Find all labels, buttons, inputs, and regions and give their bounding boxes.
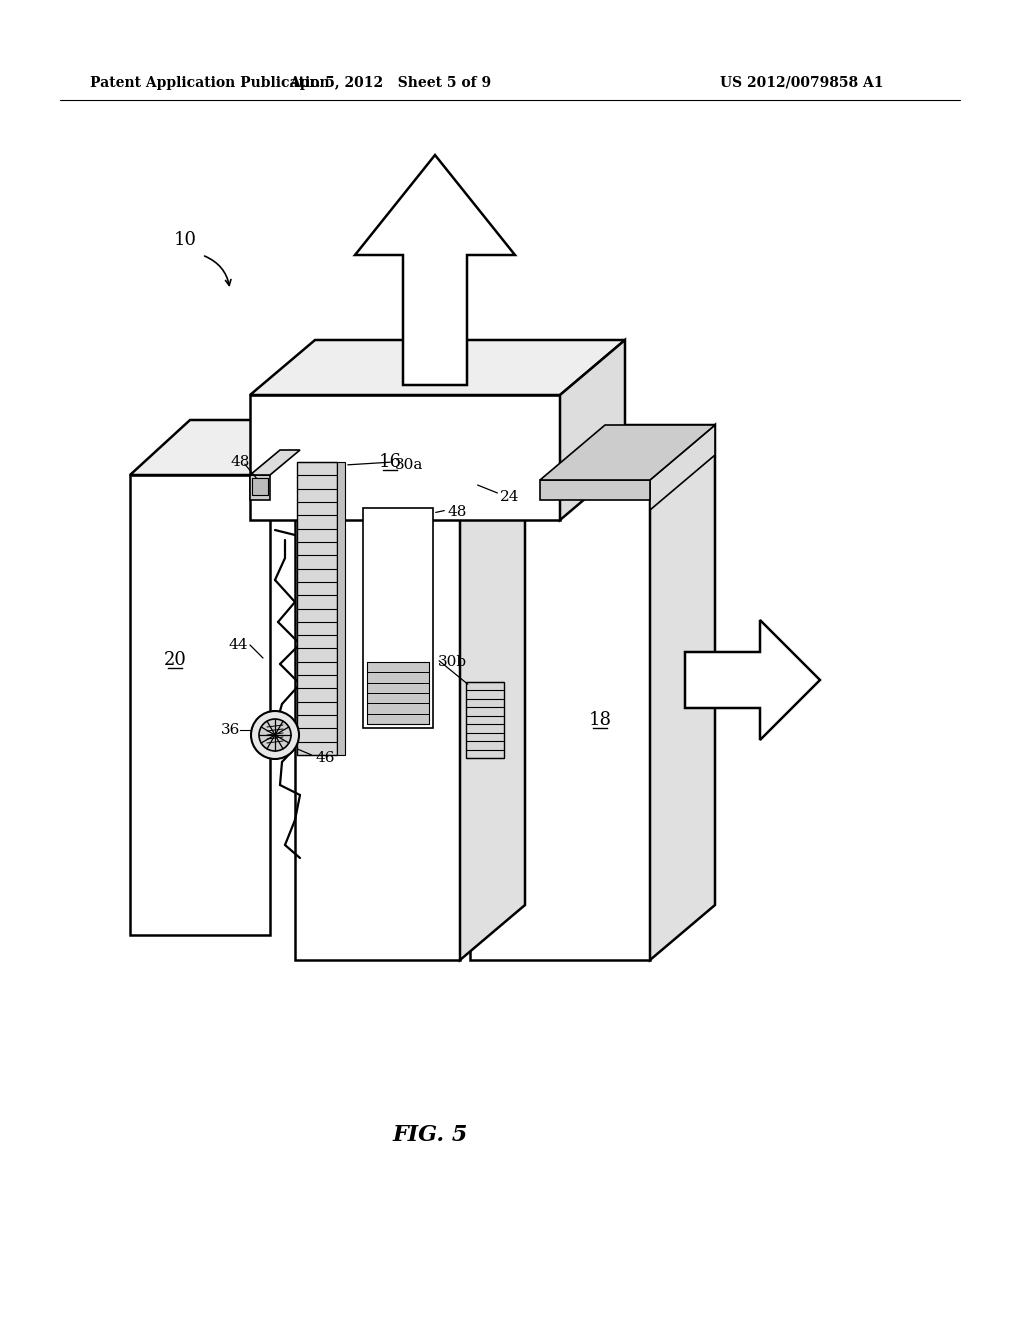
- Polygon shape: [295, 405, 525, 459]
- Polygon shape: [297, 462, 337, 755]
- Polygon shape: [466, 682, 504, 758]
- Polygon shape: [650, 425, 715, 510]
- Text: 48: 48: [449, 506, 467, 519]
- Text: 18: 18: [589, 711, 611, 729]
- Polygon shape: [367, 663, 429, 723]
- Polygon shape: [460, 405, 525, 960]
- Polygon shape: [295, 459, 460, 960]
- Text: 48: 48: [230, 455, 250, 469]
- Text: 30b: 30b: [438, 655, 467, 669]
- Polygon shape: [650, 425, 715, 960]
- Polygon shape: [470, 480, 650, 960]
- Polygon shape: [560, 341, 625, 520]
- Polygon shape: [252, 478, 268, 495]
- Text: 20: 20: [164, 651, 186, 669]
- Polygon shape: [250, 450, 300, 475]
- Text: Apr. 5, 2012   Sheet 5 of 9: Apr. 5, 2012 Sheet 5 of 9: [289, 77, 492, 90]
- Polygon shape: [362, 508, 433, 729]
- Polygon shape: [250, 395, 560, 520]
- Circle shape: [251, 711, 299, 759]
- Text: US 2012/0079858 A1: US 2012/0079858 A1: [720, 77, 884, 90]
- Text: 16: 16: [379, 453, 401, 471]
- Text: Patent Application Publication: Patent Application Publication: [90, 77, 330, 90]
- Text: 30a: 30a: [395, 458, 423, 473]
- Text: 10: 10: [173, 231, 197, 249]
- Text: FIG. 5: FIG. 5: [392, 1125, 468, 1146]
- Polygon shape: [337, 462, 345, 755]
- Text: 44: 44: [228, 638, 248, 652]
- Text: 24: 24: [500, 490, 519, 504]
- Polygon shape: [130, 475, 270, 935]
- Polygon shape: [367, 512, 429, 657]
- Circle shape: [259, 719, 291, 751]
- Polygon shape: [540, 425, 715, 480]
- Polygon shape: [130, 420, 330, 475]
- Polygon shape: [250, 341, 625, 395]
- Polygon shape: [470, 425, 715, 480]
- Polygon shape: [355, 154, 515, 385]
- Polygon shape: [685, 620, 820, 741]
- Polygon shape: [540, 480, 650, 500]
- Text: 36: 36: [220, 723, 240, 737]
- Text: 46: 46: [315, 751, 335, 766]
- Polygon shape: [250, 475, 270, 500]
